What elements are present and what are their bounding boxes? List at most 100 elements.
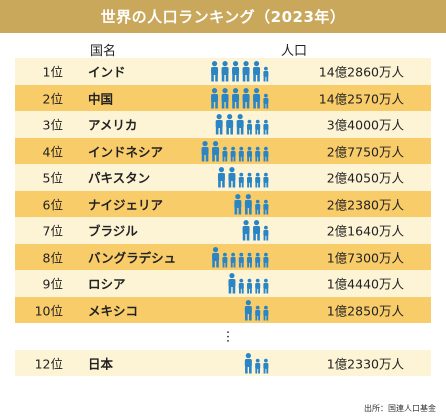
table-row: 4位 インドネシア 2億7750万人 (15, 137, 431, 164)
population-value: 2億1640万人 (326, 223, 404, 239)
child-person-icon (255, 199, 261, 214)
country-name: バングラデシュ (88, 250, 177, 266)
rank-label: 12位 (34, 356, 63, 372)
child-person-icon (255, 358, 261, 373)
adult-person-icon (236, 114, 244, 135)
ellipsis-mark: ︙ (221, 330, 235, 346)
population-value: 1億2330万人 (326, 356, 404, 372)
adult-person-icon (244, 352, 252, 373)
adult-person-icon (226, 114, 234, 135)
adult-person-icon (244, 299, 252, 320)
population-value: 2億2380万人 (326, 197, 404, 213)
rank-label: 1位 (42, 64, 63, 80)
child-person-icon (230, 252, 236, 267)
child-person-icon (238, 278, 244, 294)
child-person-icon (255, 172, 261, 188)
rank-label: 9位 (42, 276, 63, 292)
child-person-icon (230, 146, 236, 161)
population-value: 3億4000万人 (326, 117, 404, 133)
table-row: 1位 インド 14億2860万人 (15, 58, 431, 85)
child-person-icon (255, 278, 261, 294)
adult-person-icon (212, 140, 220, 161)
population-pictogram (228, 273, 269, 294)
population-value: 2億4050万人 (326, 170, 404, 186)
rank-label: 7位 (42, 223, 63, 239)
adult-person-icon (253, 220, 261, 241)
adult-person-icon (253, 87, 261, 108)
adult-person-icon (244, 193, 252, 214)
child-person-icon (263, 225, 269, 241)
table-row: 10位 メキシコ 1億2850万人 (15, 296, 431, 323)
child-person-icon (238, 172, 244, 188)
source-note: 出所：国連人口基金 (364, 404, 436, 413)
table-gap-row: ︙ (15, 323, 431, 350)
population-pictogram (215, 114, 269, 135)
rank-label: 10位 (34, 303, 63, 319)
population-pictogram (217, 167, 269, 188)
country-name: インドネシア (88, 144, 164, 160)
table-row: 12位 日本 1億2330万人 (15, 349, 431, 376)
adult-person-icon (211, 87, 219, 108)
population-pictogram (242, 220, 269, 241)
population-pictogram (234, 193, 269, 214)
adult-person-icon (242, 220, 250, 241)
child-person-icon (222, 146, 228, 161)
population-column-header: 人口 (281, 44, 308, 59)
table-row: 9位 ロシア 1億4440万人 (15, 270, 431, 297)
child-person-icon (255, 146, 261, 161)
rank-label: 8位 (42, 250, 63, 266)
child-person-icon (263, 119, 269, 135)
adult-person-icon (217, 167, 225, 188)
child-person-icon (263, 146, 269, 161)
adult-person-icon (211, 61, 219, 82)
ranking-table: 1位 インド 14億2860万人 2位 中国 14億2570万人 3位 アメリカ 3億4000万… (15, 58, 431, 376)
adult-person-icon (234, 193, 242, 214)
country-column-header: 国名 (90, 44, 117, 59)
country-name: パキスタン (88, 170, 151, 186)
child-person-icon (263, 199, 269, 214)
adult-person-icon (221, 87, 229, 108)
table-row: 6位 ナイジェリア 2億2380万人 (15, 190, 431, 217)
country-name: メキシコ (88, 303, 139, 319)
adult-person-icon (201, 140, 209, 161)
adult-person-icon (253, 61, 261, 82)
table-row: 7位 ブラジル 2億1640万人 (15, 217, 431, 244)
child-person-icon (255, 119, 261, 135)
country-name: アメリカ (88, 117, 138, 133)
adult-person-icon (242, 87, 250, 108)
population-value: 14億2860万人 (318, 64, 404, 80)
rank-label: 4位 (42, 144, 63, 160)
country-name: インド (88, 64, 126, 80)
table-row: 8位 バングラデシュ 1億7300万人 (15, 243, 431, 270)
child-person-icon (263, 252, 269, 267)
child-person-icon (263, 278, 269, 294)
adult-person-icon (215, 114, 223, 135)
table-row: 3位 アメリカ 3億4000万人 (15, 111, 431, 138)
child-person-icon (246, 172, 253, 188)
chart-title-bar: 世界の人口ランキング（2023年） (0, 0, 446, 33)
child-person-icon (255, 305, 261, 320)
country-name: 日本 (88, 356, 114, 372)
table-row: 2位 中国 14億2570万人 (15, 84, 431, 111)
country-name: ナイジェリア (88, 197, 164, 213)
population-pictogram (211, 61, 269, 82)
child-person-icon (263, 305, 269, 320)
adult-person-icon (232, 61, 240, 82)
child-person-icon (246, 252, 253, 267)
adult-person-icon (212, 246, 220, 267)
country-name: ロシア (88, 276, 126, 292)
child-person-icon (263, 358, 269, 373)
population-pictogram (212, 246, 269, 267)
child-person-icon (246, 119, 253, 135)
population-value: 2億7750万人 (326, 144, 404, 160)
rank-label: 6位 (42, 197, 63, 213)
child-person-icon (263, 66, 269, 82)
adult-person-icon (228, 273, 236, 294)
population-pictogram (244, 299, 269, 320)
adult-person-icon (242, 61, 250, 82)
child-person-icon (246, 278, 253, 294)
child-person-icon (263, 93, 269, 108)
child-person-icon (222, 252, 228, 267)
table-row: 5位 パキスタン 2億4050万人 (15, 164, 431, 191)
child-person-icon (246, 146, 253, 161)
